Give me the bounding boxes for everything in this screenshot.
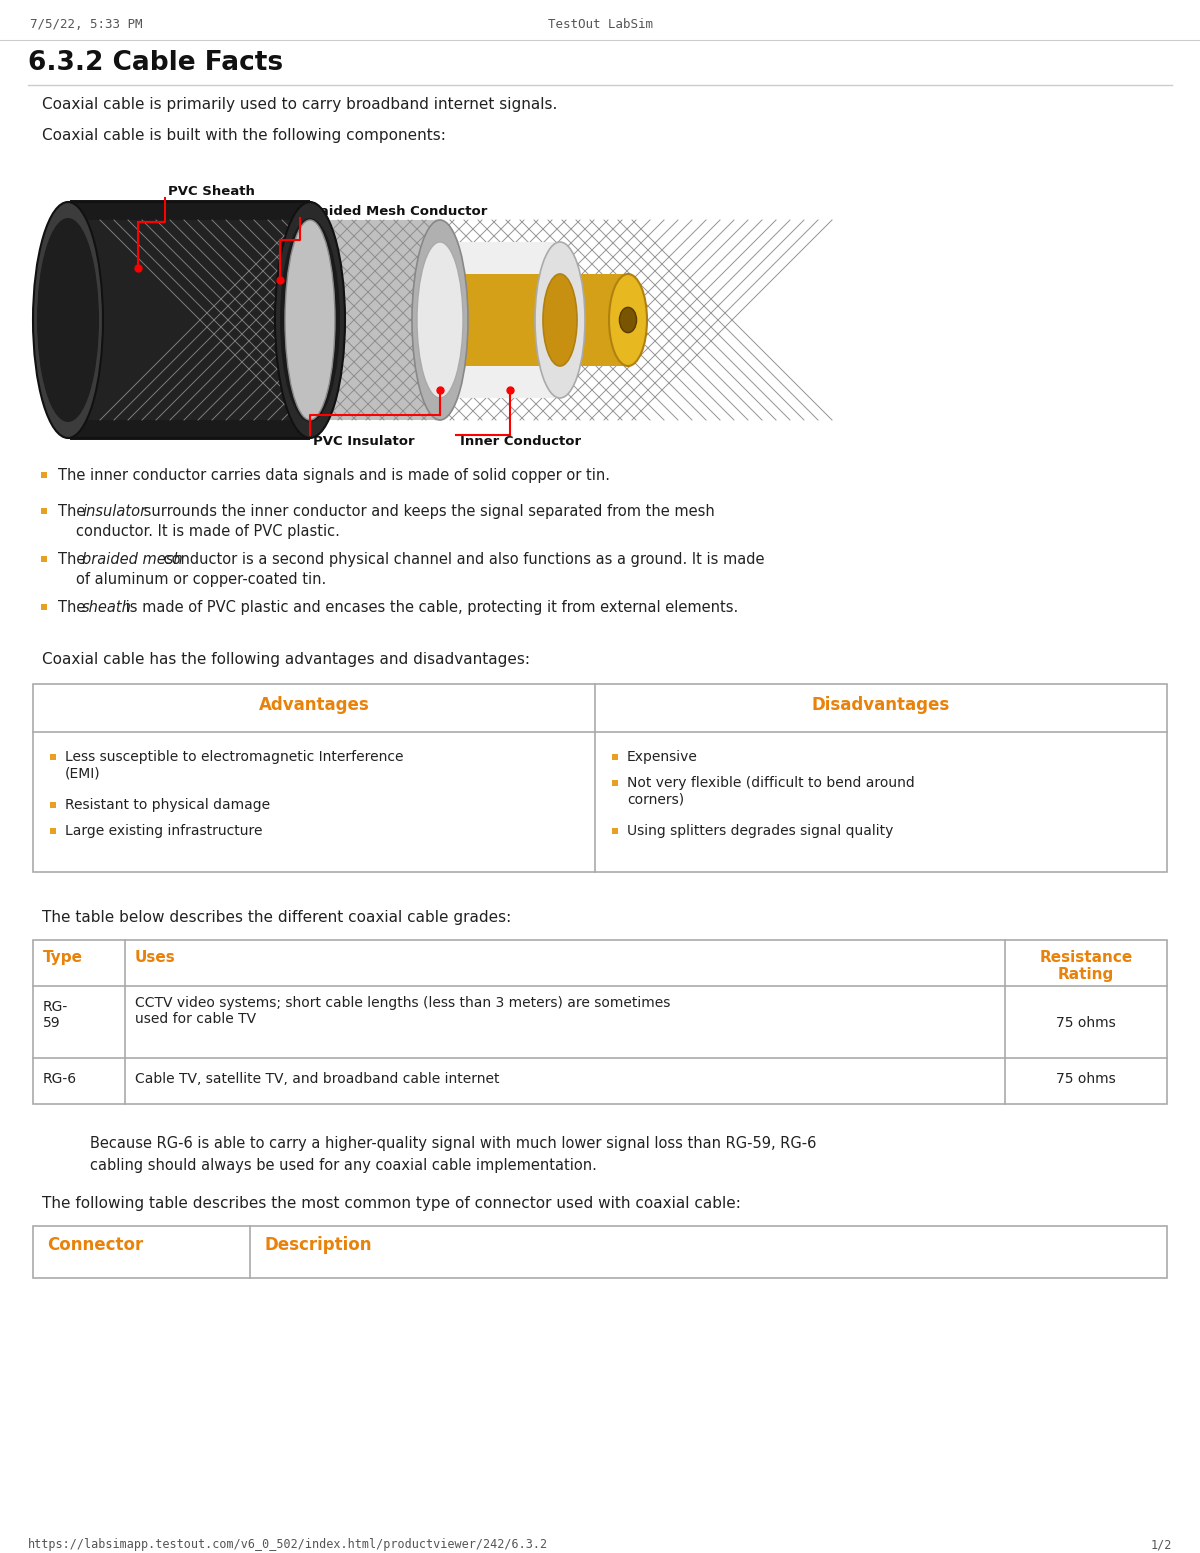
- Text: Coaxial cable has the following advantages and disadvantages:: Coaxial cable has the following advantag…: [42, 652, 530, 666]
- Bar: [300, 221, 440, 419]
- Ellipse shape: [412, 221, 468, 419]
- Ellipse shape: [280, 217, 340, 422]
- Bar: [70, 419, 310, 439]
- Ellipse shape: [542, 273, 577, 367]
- Text: sheath: sheath: [82, 599, 132, 615]
- Text: Braided Mesh Conductor: Braided Mesh Conductor: [302, 205, 487, 217]
- Ellipse shape: [619, 307, 636, 332]
- Text: The following table describes the most common type of connector used with coaxia: The following table describes the most c…: [42, 1196, 740, 1211]
- Text: The: The: [58, 599, 90, 615]
- Bar: [68, 202, 310, 438]
- Text: Large existing infrastructure: Large existing infrastructure: [65, 825, 263, 839]
- Ellipse shape: [535, 242, 586, 398]
- Bar: [34, 1225, 1166, 1278]
- Text: Type: Type: [43, 950, 83, 964]
- Text: RG-
59: RG- 59: [43, 1000, 68, 1030]
- Ellipse shape: [286, 221, 335, 419]
- Text: Description: Description: [264, 1236, 372, 1253]
- Text: The: The: [58, 505, 90, 519]
- Text: cabling should always be used for any coaxial cable implementation.: cabling should always be used for any co…: [90, 1159, 596, 1173]
- Text: The table below describes the different coaxial cable grades:: The table below describes the different …: [42, 910, 511, 926]
- Text: Using splitters degrades signal quality: Using splitters degrades signal quality: [628, 825, 893, 839]
- Text: braided mesh: braided mesh: [82, 551, 182, 567]
- Text: Disadvantages: Disadvantages: [812, 696, 950, 714]
- Text: of aluminum or copper-coated tin.: of aluminum or copper-coated tin.: [76, 572, 326, 587]
- Bar: [437, 273, 628, 367]
- Text: Resistant to physical damage: Resistant to physical damage: [65, 798, 270, 812]
- Ellipse shape: [418, 242, 463, 398]
- Text: The: The: [58, 551, 90, 567]
- Bar: [70, 200, 310, 221]
- Ellipse shape: [610, 273, 647, 367]
- Text: Inner Conductor: Inner Conductor: [460, 435, 581, 447]
- Ellipse shape: [275, 202, 346, 438]
- Text: Because RG-6 is able to carry a higher-quality signal with much lower signal los: Because RG-6 is able to carry a higher-q…: [90, 1135, 816, 1151]
- Text: 75 ohms: 75 ohms: [1056, 1072, 1116, 1086]
- Text: Connector: Connector: [47, 1236, 143, 1253]
- Text: https://labsimapp.testout.com/v6_0_502/index.html/productviewer/242/6.3.2: https://labsimapp.testout.com/v6_0_502/i…: [28, 1537, 548, 1551]
- Text: Not very flexible (difficult to bend around
corners): Not very flexible (difficult to bend aro…: [628, 776, 914, 806]
- Text: Resistance
Rating: Resistance Rating: [1039, 950, 1133, 983]
- Text: CCTV video systems; short cable lengths (less than 3 meters) are sometimes
used : CCTV video systems; short cable lengths …: [134, 995, 671, 1027]
- Bar: [34, 940, 1166, 1104]
- Text: Coaxial cable is primarily used to carry broadband internet signals.: Coaxial cable is primarily used to carry…: [42, 96, 557, 112]
- Text: PVC Sheath: PVC Sheath: [168, 185, 254, 197]
- Text: surrounds the inner conductor and keeps the signal separated from the mesh: surrounds the inner conductor and keeps …: [139, 505, 715, 519]
- Ellipse shape: [34, 202, 103, 438]
- Text: Cable TV, satellite TV, and broadband cable internet: Cable TV, satellite TV, and broadband ca…: [134, 1072, 499, 1086]
- Text: Coaxial cable is built with the following components:: Coaxial cable is built with the followin…: [42, 127, 446, 143]
- Ellipse shape: [37, 217, 98, 422]
- Text: conductor. It is made of PVC plastic.: conductor. It is made of PVC plastic.: [76, 523, 340, 539]
- Text: Less susceptible to electromagnetic Interference
(EMI): Less susceptible to electromagnetic Inte…: [65, 750, 403, 780]
- Text: TestOut LabSim: TestOut LabSim: [547, 19, 653, 31]
- Text: Uses: Uses: [134, 950, 175, 964]
- Bar: [34, 683, 1166, 871]
- Text: 75 ohms: 75 ohms: [1056, 1016, 1116, 1030]
- Text: 7/5/22, 5:33 PM: 7/5/22, 5:33 PM: [30, 19, 143, 31]
- Text: Advantages: Advantages: [259, 696, 370, 714]
- Text: insulator: insulator: [82, 505, 146, 519]
- Text: 6.3.2 Cable Facts: 6.3.2 Cable Facts: [28, 50, 283, 76]
- Bar: [432, 242, 560, 398]
- Text: PVC Insulator: PVC Insulator: [313, 435, 415, 447]
- Text: RG-6: RG-6: [43, 1072, 77, 1086]
- Text: The inner conductor carries data signals and is made of solid copper or tin.: The inner conductor carries data signals…: [58, 467, 610, 483]
- Text: Expensive: Expensive: [628, 750, 698, 764]
- Text: conductor is a second physical channel and also functions as a ground. It is mad: conductor is a second physical channel a…: [158, 551, 764, 567]
- Text: is made of PVC plastic and encases the cable, protecting it from external elemen: is made of PVC plastic and encases the c…: [121, 599, 738, 615]
- Text: 1/2: 1/2: [1151, 1537, 1172, 1551]
